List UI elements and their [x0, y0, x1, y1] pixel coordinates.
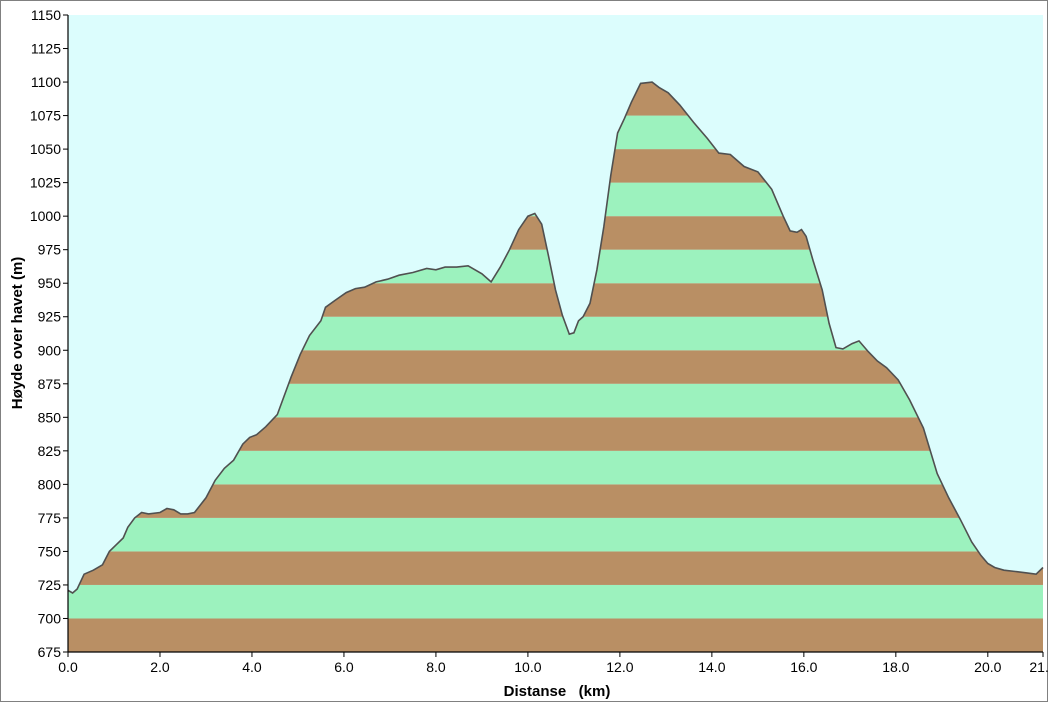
elevation-profile-line: [67, 81, 1044, 594]
elevation-band: [68, 618, 1043, 652]
x-tick-label: 0.0: [58, 659, 78, 675]
y-tick-label: 675: [38, 644, 62, 660]
x-tick-label: 8.0: [426, 659, 446, 675]
y-tick-label: 1075: [30, 108, 61, 124]
x-tick-label: 10.0: [514, 659, 541, 675]
x-tick-label: 4.0: [242, 659, 262, 675]
y-tick-label: 875: [38, 376, 62, 392]
y-axis-ticks: 675 700 725 750 775 800 825 850 875 900 925 950 975 1…: [30, 7, 68, 660]
y-tick-label: 850: [38, 409, 62, 425]
y-tick-label: 1150: [31, 7, 61, 23]
y-tick-label: 800: [38, 476, 62, 492]
y-tick-label: 1100: [31, 74, 61, 90]
x-tick-label: 14.0: [698, 659, 725, 675]
x-tick-label: 16.0: [790, 659, 817, 675]
x-tick-label: 21.2: [1029, 659, 1048, 675]
y-tick-label: 750: [38, 543, 62, 559]
elevation-band: [68, 584, 1043, 619]
x-tick-label: 20.0: [974, 659, 1001, 675]
y-tick-label: 700: [38, 610, 62, 626]
y-tick-label: 825: [38, 443, 62, 459]
x-tick-label: 12.0: [606, 659, 633, 675]
elevation-band: [68, 517, 1043, 552]
y-axis-title: Høyde over havet (m): [9, 257, 26, 410]
y-tick-label: 925: [38, 309, 62, 325]
x-tick-label: 2.0: [150, 659, 170, 675]
x-tick-label: 6.0: [334, 659, 354, 675]
x-tick-label: 18.0: [882, 659, 909, 675]
elevation-band: [68, 484, 1043, 518]
y-tick-label: 950: [38, 275, 62, 291]
y-tick-label: 1050: [30, 141, 61, 157]
elevation-band: [68, 551, 1043, 585]
y-tick-label: 775: [38, 510, 62, 526]
y-tick-label: 900: [38, 342, 62, 358]
x-axis-ticks: 0.0 2.0 4.0 6.0 8.0 10.0 12.0 14.0 16.0 18.0 20.0 2…: [58, 652, 1048, 675]
y-tick-label: 1125: [31, 41, 61, 57]
y-tick-label: 975: [38, 242, 62, 258]
y-tick-label: 1025: [30, 175, 61, 191]
y-tick-label: 1000: [30, 208, 61, 224]
y-tick-label: 725: [38, 577, 62, 593]
x-axis-title: Distanse (km): [504, 683, 611, 700]
axes: [67, 15, 1043, 653]
